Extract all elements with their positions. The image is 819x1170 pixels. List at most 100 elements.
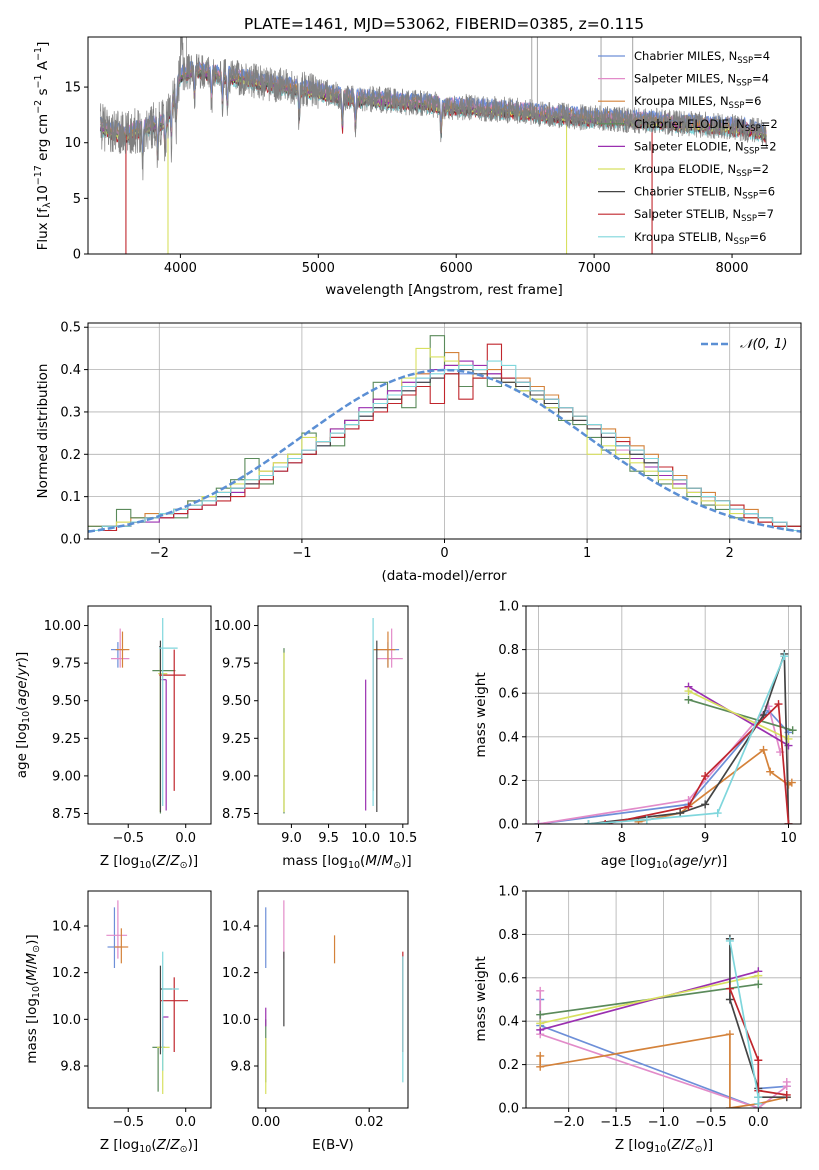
y-tick-label: 10.0 [52, 1013, 81, 1028]
x-tick-label: −1.5 [600, 1115, 632, 1130]
mass-weight-marker [782, 1077, 791, 1086]
legend-subscript: SSP [737, 56, 753, 66]
y-tick-label: 0.8 [498, 928, 519, 943]
y-tick-label: 0.4 [498, 1015, 519, 1030]
mass-weight-marker [784, 820, 793, 824]
mass-weight-line [688, 690, 789, 740]
mass-weight-marker [766, 767, 775, 776]
y-tick-label: 9.8 [60, 1060, 81, 1075]
y-tick-label: 0.8 [498, 643, 519, 658]
y-tick-label: 8.75 [222, 807, 251, 822]
x-tick-label: 5000 [302, 261, 335, 276]
residual-ylabel: Normed distribution [35, 364, 51, 499]
mass-vs-extinction-panel: 0.00 0.02 9.8 10.0 10.2 10.4 E(B-V) [222, 890, 409, 1153]
legend-count: =4 [753, 49, 770, 63]
spectrum-frame [87, 36, 802, 255]
mass-weight-vs-metallicity-plot-area [536, 934, 791, 1108]
mass-weight-marker [754, 980, 763, 989]
y-tick-label: 5 [73, 192, 81, 207]
mass-weight-marker [759, 745, 768, 754]
y-tick-label: 0.1 [60, 490, 81, 505]
mass-weight-vs-age-xlabel: age [log10(age/yr)] [601, 853, 727, 871]
mass-vs-extinction-plot-area [265, 900, 404, 1094]
legend-count: =6 [744, 94, 761, 108]
x-tick-label: 0 [440, 546, 448, 561]
mass-weight-marker [774, 700, 783, 709]
y-tick-label: 0.2 [60, 448, 81, 463]
mass-weight-marker [713, 809, 722, 818]
mass-weight-marker [634, 817, 643, 824]
y-tick-label: 9.8 [230, 1060, 251, 1075]
x-tick-label: 8 [618, 831, 626, 846]
legend-subscript: SSP [729, 101, 745, 111]
legend-label: Salpeter ELODIE, NSSP=2 [634, 139, 777, 156]
y-tick-label: 9.00 [222, 769, 251, 784]
mass-weight-marker [536, 1062, 545, 1071]
age-vs-mass-frame [257, 605, 409, 825]
x-tick-label: 8000 [715, 261, 748, 276]
y-tick-label: 9.25 [52, 732, 81, 747]
y-tick-label: 0.4 [60, 363, 81, 378]
mass-weight-vs-age-frame [525, 605, 802, 825]
mass-vs-metallicity-axes: −0.5 0.0 9.8 10.0 10.2 10.4 [52, 920, 196, 1131]
mass-vs-metallicity-frame [87, 890, 212, 1109]
x-tick-label: 4000 [164, 261, 197, 276]
legend-count: =2 [761, 117, 778, 131]
y-tick-label: 9.75 [222, 657, 251, 672]
age-vs-metallicity-plot-area [110, 618, 186, 814]
x-tick-label: 9 [701, 831, 709, 846]
y-tick-label: 0.2 [498, 1058, 519, 1073]
residual-legend: 𝒩(0, 1) [701, 337, 787, 352]
y-tick-label: 9.00 [52, 769, 81, 784]
legend-subscript: SSP [736, 169, 752, 179]
mass-weight-vs-metallicity-axes: −2.0 −1.5 −1.0 −0.5 0.0 0.0 0.2 0.4 0.6 0.8 1.0 [498, 885, 768, 1131]
y-tick-label: 9.50 [222, 694, 251, 709]
age-vs-mass-plot-area [283, 618, 403, 814]
x-tick-label: 6000 [440, 261, 473, 276]
mass-weight-marker [788, 726, 797, 735]
mass-weight-marker [684, 802, 693, 811]
residual-axes: −2 −1 0 1 2 0.0 0.1 0.2 0.3 0.4 0.5 [60, 321, 734, 561]
mass-weight-marker [725, 936, 734, 945]
mass-weight-marker [536, 1051, 545, 1060]
mass-weight-line [688, 685, 789, 747]
x-tick-label: 9.5 [318, 831, 339, 846]
y-tick-label: 10.4 [52, 920, 81, 935]
mass-weight-marker [601, 820, 610, 824]
x-tick-label: 0.00 [251, 1115, 280, 1130]
age-vs-metallicity-axes: −0.5 0.0 8.75 9.00 9.25 9.50 9.75 10.00 [44, 619, 196, 846]
mass-weight-line [729, 940, 760, 1104]
y-tick-label: 0.0 [498, 818, 519, 833]
mass-weight-marker [536, 1010, 545, 1019]
age-vs-mass-xlabel: mass [log10(M/M⊙)] [282, 853, 411, 871]
legend-label: Kroupa STELIB, NSSP=6 [634, 230, 766, 247]
legend-count: =7 [757, 207, 774, 221]
gaussian-legend-label: 𝒩(0, 1) [740, 337, 787, 352]
mass-vs-metallicity-plot-area [106, 900, 189, 1094]
x-tick-label: 1 [583, 546, 591, 561]
legend-label: Kroupa ELODIE, NSSP=2 [634, 162, 769, 179]
y-tick-label: 9.50 [52, 694, 81, 709]
legend-count: =6 [749, 230, 766, 244]
observed-spectrum-line [100, 37, 767, 181]
mass-weight-line [540, 974, 759, 1025]
y-tick-label: 10.0 [222, 1013, 251, 1028]
residual-panel: −2 −1 0 1 2 0.0 0.1 0.2 0.3 0.4 0.5 (data-model)/e… [35, 321, 802, 584]
y-tick-label: 10 [64, 136, 81, 151]
age-vs-mass-panel: 9.0 9.5 10.0 10.58.759.009.259.509.7510.00 … [214, 605, 417, 871]
mass-vs-metallicity-ylabel: mass [log10(M/M⊙)] [24, 934, 42, 1063]
x-tick-label: 9.0 [281, 831, 302, 846]
mass-weight-line [539, 970, 759, 1031]
legend-count: =2 [752, 162, 769, 176]
x-tick-label: 0.0 [748, 1115, 769, 1130]
mass-weight-marker [725, 995, 734, 1004]
mass-weight-marker [754, 1056, 763, 1065]
y-tick-label: 8.75 [52, 807, 81, 822]
mass-weight-line [538, 709, 790, 824]
mass-weight-line [588, 653, 790, 824]
mass-weight-marker [536, 1019, 545, 1028]
legend-subscript: SSP [741, 214, 757, 224]
y-tick-label: 10.4 [222, 920, 251, 935]
spectrum-xlabel: wavelength [Angstrom, rest frame] [325, 282, 563, 298]
